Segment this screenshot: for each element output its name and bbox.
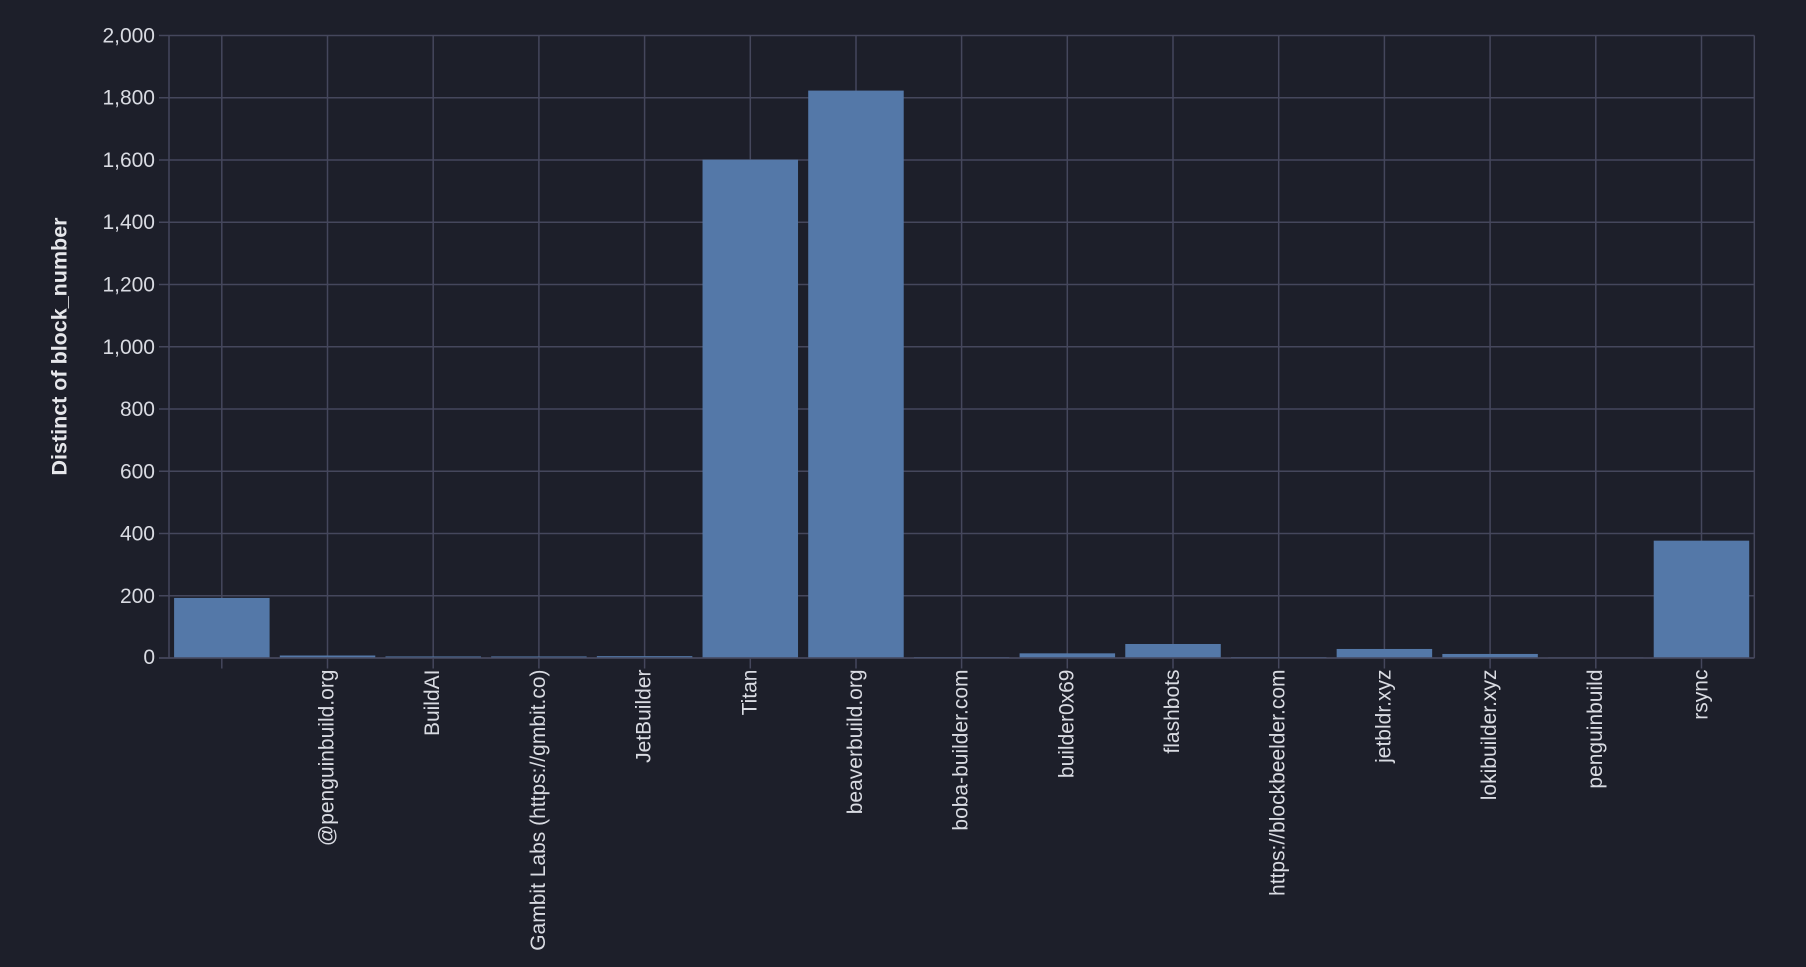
svg-text:beaverbuild.org: beaverbuild.org — [844, 670, 867, 815]
svg-text:Gambit Labs (https://gmbit.co): Gambit Labs (https://gmbit.co) — [527, 670, 550, 951]
svg-text:jetbldr.xyz: jetbldr.xyz — [1372, 670, 1395, 764]
svg-text:1,400: 1,400 — [102, 211, 155, 234]
svg-text:lokibuilder.xyz: lokibuilder.xyz — [1478, 670, 1501, 801]
svg-text:BuildAI: BuildAI — [421, 670, 444, 737]
svg-text:@penguinbuild.org: @penguinbuild.org — [316, 670, 339, 847]
svg-text:builder0x69: builder0x69 — [1055, 670, 1078, 779]
svg-text:2,000: 2,000 — [102, 25, 155, 48]
svg-text:Titan: Titan — [738, 670, 761, 716]
svg-text:JetBuilder: JetBuilder — [633, 670, 656, 763]
svg-text:https://blockbeelder.com: https://blockbeelder.com — [1267, 670, 1290, 896]
svg-text:400: 400 — [120, 523, 155, 546]
svg-text:1,200: 1,200 — [102, 274, 155, 297]
svg-text:200: 200 — [120, 585, 155, 608]
svg-text:600: 600 — [120, 460, 155, 483]
svg-text:penguinbuild: penguinbuild — [1584, 670, 1607, 789]
svg-text:flashbots: flashbots — [1161, 670, 1184, 754]
svg-text:Distinct of block_number: Distinct of block_number — [48, 217, 72, 476]
svg-text:1,600: 1,600 — [102, 149, 155, 172]
svg-text:rsync: rsync — [1690, 670, 1713, 720]
svg-text:1,000: 1,000 — [102, 336, 155, 359]
svg-text:0: 0 — [143, 646, 155, 669]
svg-text:800: 800 — [120, 398, 155, 421]
svg-text:1,800: 1,800 — [102, 87, 155, 110]
svg-text:boba-builder.com: boba-builder.com — [950, 670, 973, 831]
